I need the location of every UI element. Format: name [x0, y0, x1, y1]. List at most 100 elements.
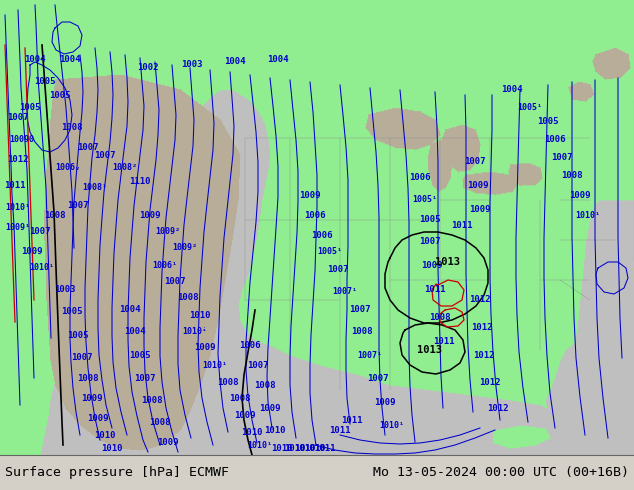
Text: 1005: 1005 [67, 330, 89, 340]
Text: 1012: 1012 [7, 155, 29, 165]
Text: 1009²: 1009² [155, 227, 181, 237]
Text: 1004: 1004 [501, 85, 523, 95]
Text: 1005: 1005 [61, 308, 83, 317]
Text: 1010¹: 1010¹ [247, 441, 273, 449]
Text: 1010¹: 1010¹ [30, 264, 55, 272]
Text: 1009: 1009 [374, 397, 396, 407]
Text: 1010¹: 1010¹ [380, 420, 404, 430]
Text: 1009: 1009 [157, 438, 179, 446]
Text: 1008: 1008 [61, 123, 83, 132]
Text: 1006: 1006 [544, 136, 566, 145]
Text: 1008: 1008 [44, 211, 66, 220]
Text: 1005: 1005 [129, 350, 151, 360]
Text: 1010: 1010 [304, 443, 326, 452]
Text: 1007: 1007 [551, 153, 573, 163]
Text: 1008: 1008 [217, 377, 239, 387]
Text: 1005: 1005 [419, 216, 441, 224]
Text: 1110: 1110 [129, 177, 151, 187]
Text: 1009: 1009 [299, 191, 321, 199]
Text: 1011: 1011 [341, 416, 363, 424]
Text: 1005¹: 1005¹ [318, 247, 342, 256]
Text: 1009: 1009 [421, 261, 443, 270]
Text: 1010: 1010 [101, 443, 123, 452]
Text: 1006ᵥ: 1006ᵥ [56, 164, 81, 172]
Text: 1002: 1002 [137, 64, 158, 73]
Text: 1010: 1010 [284, 443, 306, 452]
Text: 1010¹: 1010¹ [576, 211, 600, 220]
Text: Surface pressure [hPa] ECMWF: Surface pressure [hPa] ECMWF [5, 466, 229, 479]
Text: 1008: 1008 [178, 294, 198, 302]
Text: 1012: 1012 [469, 295, 491, 304]
Text: 1006¹: 1006¹ [153, 261, 178, 270]
Text: 1007: 1007 [77, 144, 99, 152]
Text: 1010¹: 1010¹ [6, 203, 30, 213]
Text: 1003: 1003 [181, 60, 203, 70]
Text: 1009: 1009 [139, 211, 161, 220]
Text: 1010: 1010 [242, 427, 262, 437]
Text: 1007: 1007 [247, 361, 269, 369]
Text: 1007: 1007 [7, 114, 29, 122]
Text: 1005: 1005 [537, 118, 559, 126]
Text: 1007: 1007 [367, 373, 389, 383]
Text: 1008: 1008 [77, 373, 99, 383]
Text: 1009: 1009 [569, 191, 591, 199]
Text: 1013: 1013 [418, 345, 443, 355]
Text: 1005¹: 1005¹ [517, 103, 543, 113]
Text: 1013: 1013 [436, 257, 460, 267]
Text: 1011: 1011 [314, 443, 336, 452]
Text: 1005: 1005 [19, 103, 41, 113]
Text: 1007: 1007 [164, 277, 186, 287]
Text: 1009: 1009 [22, 247, 42, 256]
Text: 1009¹: 1009¹ [6, 223, 30, 232]
Text: 1008: 1008 [351, 327, 373, 337]
Text: 1011: 1011 [4, 180, 26, 190]
Text: 1008: 1008 [429, 314, 451, 322]
Text: 1007¹: 1007¹ [358, 350, 382, 360]
Text: 1011: 1011 [424, 286, 446, 294]
Text: 1009Θ: 1009Θ [10, 136, 34, 145]
Text: 1007¹: 1007¹ [332, 288, 358, 296]
Text: 1004: 1004 [59, 55, 81, 65]
Text: 1004: 1004 [119, 305, 141, 315]
Text: 1009: 1009 [81, 393, 103, 402]
Text: 1005: 1005 [49, 91, 71, 99]
Text: 1009²: 1009² [172, 244, 198, 252]
Text: Mo 13-05-2024 00:00 UTC (00+16B): Mo 13-05-2024 00:00 UTC (00+16B) [373, 466, 629, 479]
Text: 1004: 1004 [268, 55, 288, 65]
Text: 1008: 1008 [230, 393, 251, 402]
Text: 1012: 1012 [479, 377, 501, 387]
Text: 1003: 1003 [55, 286, 75, 294]
Text: 1007: 1007 [419, 238, 441, 246]
Text: 1009: 1009 [194, 343, 216, 352]
Text: 1007: 1007 [464, 157, 486, 167]
Text: 1009: 1009 [87, 414, 109, 422]
Text: 1008: 1008 [254, 381, 276, 390]
Text: 1007: 1007 [67, 200, 89, 210]
Text: 1012: 1012 [473, 351, 495, 361]
Text: 1008²: 1008² [112, 164, 138, 172]
Text: 1010: 1010 [94, 431, 116, 440]
Text: 1011: 1011 [329, 425, 351, 435]
Text: 1010: 1010 [271, 443, 293, 452]
Text: 1007: 1007 [29, 227, 51, 237]
Text: 1007: 1007 [327, 266, 349, 274]
Text: 1009: 1009 [469, 205, 491, 215]
Text: 1010: 1010 [294, 443, 316, 452]
Text: 1007: 1007 [71, 353, 93, 363]
Text: 1011: 1011 [433, 338, 455, 346]
Text: 1010¹: 1010¹ [202, 361, 228, 369]
Text: 1010ⁱ: 1010ⁱ [183, 327, 207, 337]
Text: 1010: 1010 [190, 311, 210, 319]
Text: 1008¹: 1008¹ [82, 183, 108, 193]
Text: 1006: 1006 [304, 211, 326, 220]
Text: 1009: 1009 [234, 411, 256, 419]
Text: 1010: 1010 [264, 425, 286, 435]
Text: 1009: 1009 [259, 403, 281, 413]
Text: 1008: 1008 [141, 395, 163, 405]
Text: 1004: 1004 [24, 55, 46, 65]
Text: 1006: 1006 [410, 173, 430, 182]
Text: 1012: 1012 [488, 403, 508, 413]
Text: 1006: 1006 [311, 230, 333, 240]
Text: 1007: 1007 [134, 373, 156, 383]
Text: 1006: 1006 [239, 341, 261, 349]
